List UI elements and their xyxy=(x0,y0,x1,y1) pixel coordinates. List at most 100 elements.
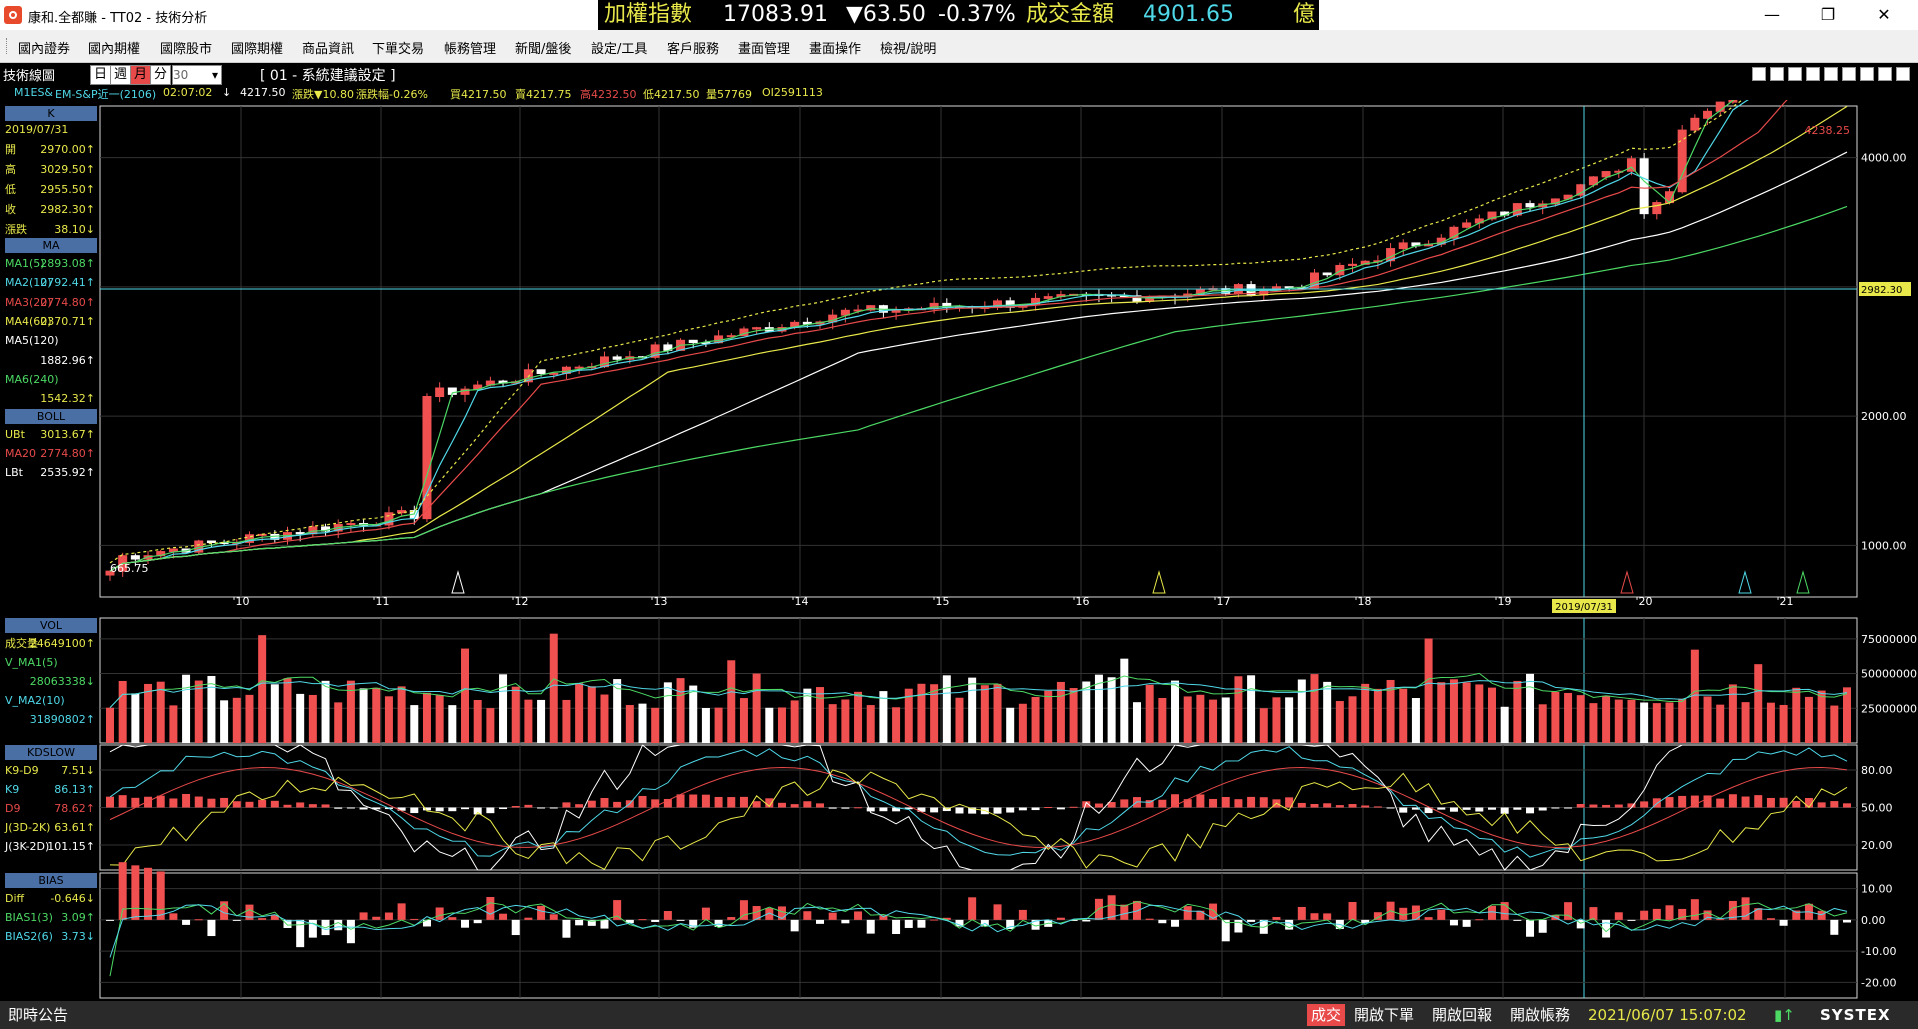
open-account-button[interactable]: 開啟帳務 xyxy=(1510,1006,1571,1024)
volume-bar xyxy=(106,707,114,743)
menu-item[interactable]: 下單交易 xyxy=(372,42,425,57)
volume-bar xyxy=(1310,674,1319,743)
kd-diff-bar xyxy=(917,807,926,812)
volume-bar xyxy=(1132,702,1141,743)
kd-diff-bar xyxy=(1614,804,1623,808)
kd-diff-bar xyxy=(1044,807,1053,809)
x-tick-label: '20 xyxy=(1635,595,1652,608)
close-button[interactable]: ✕ xyxy=(1877,5,1891,24)
kd-diff-bar xyxy=(321,804,330,808)
volume-bar xyxy=(1766,702,1775,743)
low-label: 665.75 xyxy=(110,562,149,575)
plus-icon[interactable] xyxy=(1788,67,1802,81)
volume-bar xyxy=(1817,690,1826,743)
menu-item[interactable]: 商品資訊 xyxy=(302,42,355,57)
kd-diff-bar xyxy=(1323,803,1332,808)
bias-diff-bar xyxy=(410,918,419,920)
period-month-button[interactable]: 月 xyxy=(130,65,151,85)
kd-diff-bar xyxy=(1285,797,1294,808)
volume-bar xyxy=(220,700,229,743)
bias-diff-bar xyxy=(1640,910,1649,920)
volume-bar xyxy=(904,688,913,743)
signal-triangle xyxy=(451,570,465,594)
indicator-label: LBt xyxy=(5,466,23,479)
cursor-date: 2019/07/31 xyxy=(5,123,69,136)
bias-tick-label: 0.00 xyxy=(1861,914,1886,927)
zoom-out-icon[interactable] xyxy=(1842,67,1856,81)
minutes-select[interactable]: 30 xyxy=(172,65,222,85)
indicator-row: BIAS2(6) 3.73↓ xyxy=(5,929,97,945)
volume-bar xyxy=(562,699,571,743)
zoom-fit-icon[interactable] xyxy=(1752,67,1766,81)
volume-bar xyxy=(1411,698,1420,743)
bias-diff-bar xyxy=(575,919,584,926)
notice-label[interactable]: 即時公告 xyxy=(8,1006,69,1024)
bias-diff-bar xyxy=(131,865,140,920)
chart-area[interactable]: '10 '11 '12 '13 '14 '15 '16 '17 '18 '19 '20 '21 4000… xyxy=(0,100,1918,1001)
window-icon[interactable] xyxy=(1896,67,1910,81)
volume-bar xyxy=(207,675,216,743)
menu-item[interactable]: 檢視/說明 xyxy=(880,42,937,57)
menu-item[interactable]: 客戶服務 xyxy=(667,42,720,57)
indicator-row: 31890802↑ xyxy=(5,712,97,728)
bias-diff-bar xyxy=(727,917,736,920)
indicator-label: 高 xyxy=(5,163,16,176)
menu-item[interactable]: 新聞/盤後 xyxy=(515,42,572,57)
menu-item[interactable]: 國內證券 xyxy=(18,42,71,57)
kd-diff-bar xyxy=(1424,807,1433,814)
kd-diff-bar xyxy=(1107,802,1116,808)
volume-bar xyxy=(689,685,698,743)
bias-diff-bar xyxy=(1196,910,1205,920)
volume-bar xyxy=(1006,707,1015,743)
period-minute-button[interactable]: 分 xyxy=(150,65,171,85)
chart-toolbar: 技術線圖 日 週 月 分 30 [ 01 - 系統建議設定 ] xyxy=(0,63,1918,85)
period-day-button[interactable]: 日 xyxy=(90,65,111,85)
volume-bar xyxy=(1640,702,1649,743)
signal-icon: ▮↑ xyxy=(1774,1006,1795,1024)
kd-diff-bar xyxy=(372,807,381,810)
setting-label[interactable]: [ 01 - 系統建議設定 ] xyxy=(260,68,396,84)
trade-button[interactable]: 成交 xyxy=(1307,1004,1346,1026)
quote-oi: OI2591113 xyxy=(762,86,823,99)
menu-item[interactable]: 畫面操作 xyxy=(809,42,862,57)
kd-diff-bar xyxy=(118,795,127,808)
bias-diff-bar xyxy=(1145,918,1154,920)
minimize-button[interactable]: — xyxy=(1764,5,1780,24)
zoom-in-icon[interactable] xyxy=(1824,67,1838,81)
indicator-row: J(3D-2K) 63.61↑ xyxy=(5,820,97,836)
vol-ma1-line xyxy=(109,672,1848,709)
bias-diff-bar xyxy=(613,900,622,920)
candle xyxy=(1703,110,1713,119)
menu-item[interactable]: 國內期權 xyxy=(88,42,141,57)
menu-item[interactable]: 國際期權 xyxy=(231,42,284,57)
kd-diff-bar xyxy=(499,807,508,810)
bias-diff-bar xyxy=(1158,919,1167,924)
search-icon[interactable] xyxy=(1860,67,1874,81)
volume-bar xyxy=(1171,680,1180,743)
volume-bar xyxy=(346,680,355,743)
candle xyxy=(295,532,305,535)
arrow-left-icon[interactable] xyxy=(1806,67,1820,81)
kd-diff-bar xyxy=(613,801,622,808)
open-report-button[interactable]: 開啟回報 xyxy=(1432,1006,1493,1024)
restore-button[interactable]: ❐ xyxy=(1820,5,1836,24)
menu-item[interactable]: 設定/工具 xyxy=(591,42,648,57)
volume-bar xyxy=(549,633,558,743)
bias-diff-bar xyxy=(1399,907,1408,920)
minus-icon[interactable] xyxy=(1770,67,1784,81)
menu-item[interactable]: 帳務管理 xyxy=(444,42,497,57)
signal-triangle xyxy=(1738,570,1752,594)
brand-logo: SYSTEX xyxy=(1820,1006,1891,1024)
bias-diff-bar xyxy=(511,919,520,936)
save-icon[interactable] xyxy=(1878,67,1892,81)
open-order-button[interactable]: 開啟下單 xyxy=(1354,1006,1415,1024)
volume-bar xyxy=(1259,708,1268,743)
kd-diff-bar xyxy=(930,807,939,813)
kd-diff-bar xyxy=(1145,800,1154,808)
menu-item[interactable]: 國際股市 xyxy=(160,42,213,57)
menu-item[interactable]: 畫面管理 xyxy=(738,42,791,57)
period-week-button[interactable]: 週 xyxy=(110,65,131,85)
bias-diff-bar xyxy=(638,919,647,921)
volume-bar xyxy=(1335,701,1344,743)
quote-high: 高4232.50 xyxy=(580,88,637,101)
